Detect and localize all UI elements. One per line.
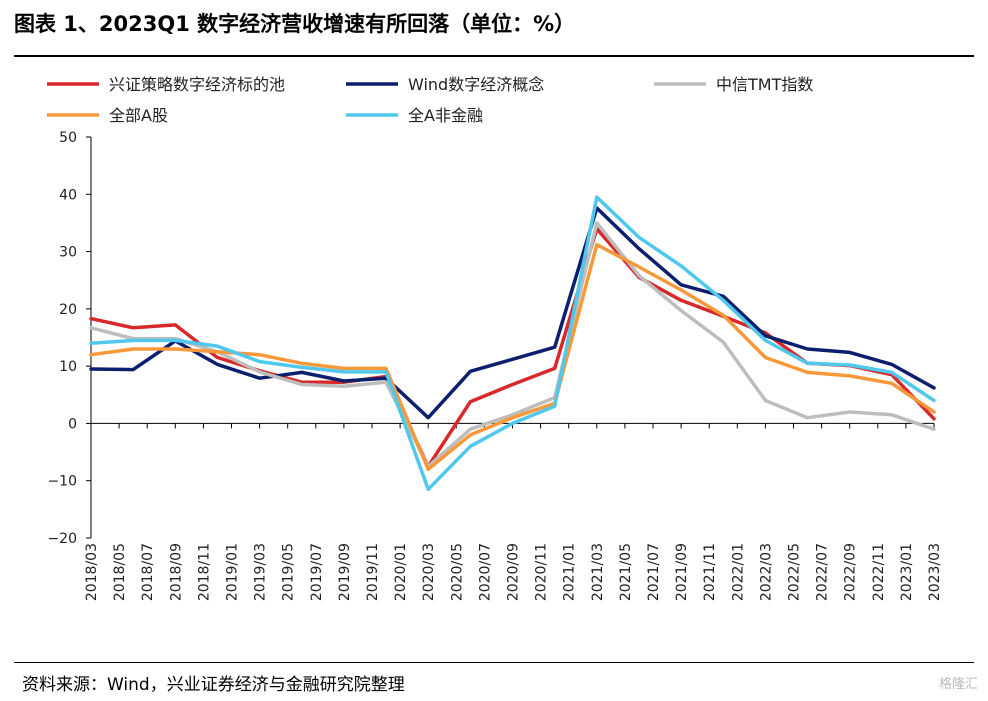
- x-tick-label: 2022/01: [730, 543, 746, 601]
- y-tick-label: 10: [59, 359, 77, 375]
- legend-label: Wind数字经济概念: [408, 75, 544, 94]
- x-tick-label: 2021/03: [590, 543, 606, 601]
- x-tick-label: 2020/03: [421, 543, 437, 601]
- x-tick-label: 2020/01: [393, 543, 409, 601]
- line-chart: −20 −10 0 10 20 30 40 50 2018/03 2018/05 2018/07 20…: [47, 75, 943, 601]
- x-tick-label: 2021/05: [618, 543, 634, 601]
- x-tick-label: 2021/11: [702, 543, 718, 601]
- x-tick-label: 2018/07: [140, 543, 156, 601]
- y-tick-label: −10: [47, 474, 77, 490]
- legend-label: 全A非金融: [408, 106, 483, 125]
- x-tick-label: 2019/05: [281, 543, 297, 601]
- y-tick-label: −20: [47, 531, 77, 547]
- y-tick-label: 0: [68, 416, 77, 432]
- top-rule: [14, 55, 974, 57]
- series-line: [89, 206, 936, 420]
- x-tick-label: 2022/03: [758, 543, 774, 601]
- legend-label: 兴证策略数字经济标的池: [109, 75, 285, 94]
- x-tick-label: 2020/09: [506, 543, 522, 601]
- x-tick-label: 2020/11: [534, 543, 550, 601]
- x-tick-label: 2022/11: [871, 543, 887, 601]
- x-tick-label: 2018/05: [112, 543, 128, 601]
- x-tick-label: 2023/03: [927, 543, 943, 601]
- legend-label: 全部A股: [109, 106, 168, 125]
- x-tick-label: 2022/09: [843, 543, 859, 601]
- series-line: [89, 226, 936, 469]
- x-tick-label: 2021/09: [674, 543, 690, 601]
- x-tick-label: 2019/01: [225, 543, 241, 601]
- x-tick-label: 2018/11: [196, 543, 212, 601]
- y-tick-label: 20: [59, 302, 77, 318]
- watermark-logo: 格隆汇: [938, 677, 978, 692]
- x-tick-label: 2021/01: [562, 543, 578, 601]
- x-tick-label: 2019/09: [337, 543, 353, 601]
- x-tick-label: 2023/01: [899, 543, 915, 601]
- y-tick-label: 50: [59, 130, 77, 146]
- x-tick-label: 2019/07: [309, 543, 325, 601]
- series-line: [89, 221, 936, 469]
- y-tick-label: 30: [59, 245, 77, 261]
- x-tick-label: 2019/11: [365, 543, 381, 601]
- chart-title: 图表 1、2023Q1 数字经济营收增速有所回落（单位：%）: [14, 12, 576, 36]
- x-tick-label: 2018/09: [168, 543, 184, 601]
- x-tick-label: 2019/03: [253, 543, 269, 601]
- series-line: [89, 195, 936, 492]
- x-tick-label: 2021/07: [646, 543, 662, 601]
- x-tick-label: 2020/07: [477, 543, 493, 601]
- legend-label: 中信TMT指数: [716, 75, 813, 94]
- y-tick-label: 40: [59, 187, 77, 203]
- x-tick-label: 2022/05: [787, 543, 803, 601]
- x-tick-label: 2018/03: [84, 543, 100, 601]
- bottom-rule: [14, 662, 974, 663]
- x-tick-label: 2022/07: [815, 543, 831, 601]
- source-note: 资料来源：Wind，兴业证券经济与金融研究院整理: [22, 675, 405, 695]
- x-tick-label: 2020/05: [449, 543, 465, 601]
